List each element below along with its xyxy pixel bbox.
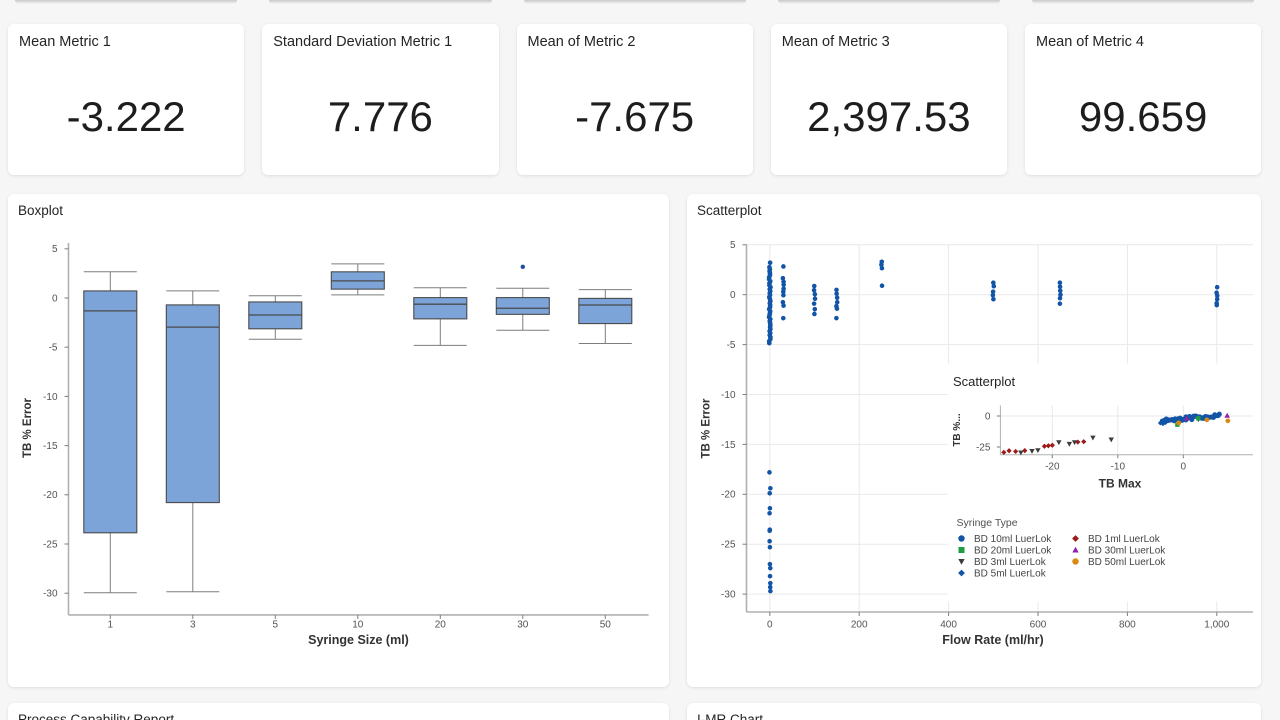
svg-text:-30: -30	[43, 588, 58, 599]
svg-text:-20: -20	[721, 489, 736, 500]
svg-text:-5: -5	[727, 340, 736, 351]
svg-text:-20: -20	[1045, 461, 1060, 472]
svg-text:5: 5	[273, 619, 279, 630]
svg-text:800: 800	[1119, 619, 1136, 630]
svg-text:1: 1	[108, 619, 114, 630]
svg-text:BD 3ml LuerLok: BD 3ml LuerLok	[974, 557, 1047, 568]
svg-text:BD 5ml LuerLok: BD 5ml LuerLok	[974, 568, 1047, 579]
svg-text:0: 0	[1181, 461, 1187, 472]
svg-text:-15: -15	[43, 441, 58, 452]
svg-text:TB Max: TB Max	[1099, 476, 1142, 490]
svg-text:BD 30ml LuerLok: BD 30ml LuerLok	[1088, 545, 1166, 556]
svg-text:-10: -10	[1111, 461, 1126, 472]
svg-text:BD 1ml LuerLok: BD 1ml LuerLok	[1088, 534, 1161, 545]
svg-text:-15: -15	[721, 439, 736, 450]
svg-text:600: 600	[1030, 619, 1047, 630]
svg-text:-25: -25	[976, 442, 991, 453]
svg-text:-10: -10	[721, 389, 736, 400]
svg-text:0: 0	[730, 290, 736, 301]
svg-text:-25: -25	[43, 539, 58, 550]
svg-text:50: 50	[600, 619, 612, 630]
svg-text:400: 400	[940, 619, 957, 630]
svg-text:-25: -25	[721, 539, 736, 550]
svg-text:-10: -10	[43, 391, 58, 402]
svg-text:-5: -5	[49, 342, 58, 353]
svg-text:0: 0	[52, 293, 58, 304]
svg-text:Flow Rate (ml/hr): Flow Rate (ml/hr)	[942, 633, 1043, 647]
svg-text:-30: -30	[721, 589, 736, 600]
svg-text:-20: -20	[43, 490, 58, 501]
svg-text:3: 3	[190, 619, 196, 630]
svg-text:BD 50ml LuerLok: BD 50ml LuerLok	[1088, 557, 1166, 568]
svg-text:Syringe Size (ml): Syringe Size (ml)	[308, 633, 409, 647]
svg-text:BD 20ml LuerLok: BD 20ml LuerLok	[974, 545, 1052, 556]
svg-text:10: 10	[352, 619, 364, 630]
svg-text:20: 20	[435, 619, 447, 630]
svg-text:30: 30	[517, 619, 529, 630]
svg-text:0: 0	[985, 411, 991, 422]
svg-text:Syringe Type: Syringe Type	[957, 517, 1018, 529]
svg-text:TB % Error: TB % Error	[22, 397, 34, 458]
svg-text:TB % Error: TB % Error	[700, 397, 712, 458]
svg-text:Scatterplot: Scatterplot	[953, 374, 1016, 389]
svg-text:5: 5	[52, 244, 58, 255]
svg-text:BD 10ml LuerLok: BD 10ml LuerLok	[974, 534, 1052, 545]
svg-text:TB %...: TB %...	[952, 413, 963, 447]
svg-text:200: 200	[851, 619, 868, 630]
svg-text:5: 5	[730, 240, 736, 251]
svg-text:0: 0	[767, 619, 773, 630]
svg-text:1,000: 1,000	[1204, 619, 1229, 630]
